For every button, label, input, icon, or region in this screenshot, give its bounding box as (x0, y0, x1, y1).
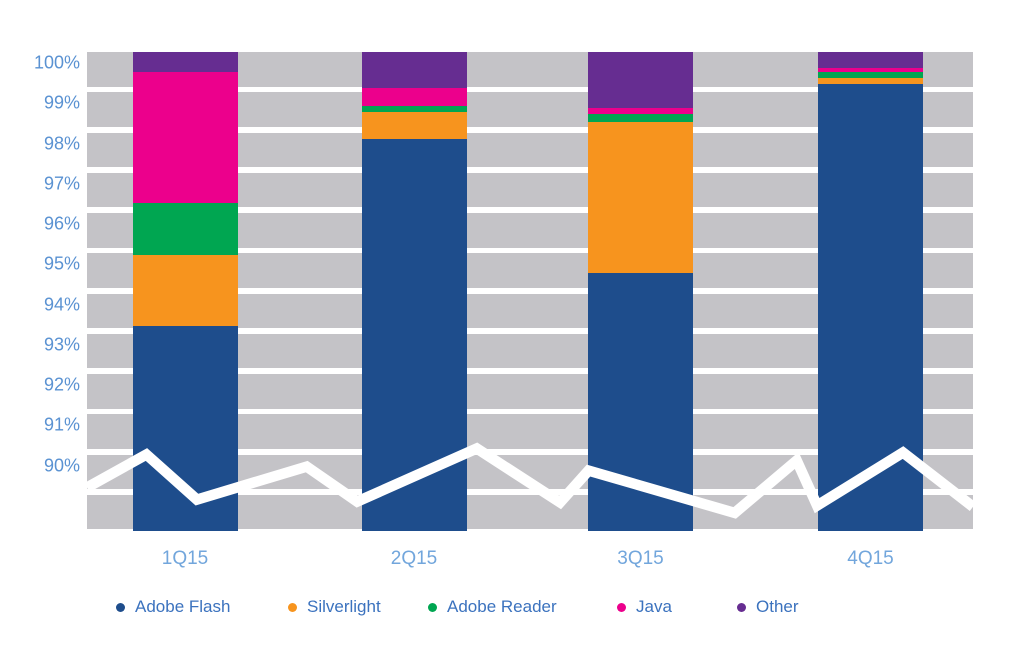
bar-segment-java (588, 108, 693, 115)
bar-segment-adobe-reader (132, 202, 238, 256)
x-tick-label-2q15: 2Q15 (390, 548, 438, 569)
bar-segment-java (132, 72, 238, 203)
legend-bullet-adobe-reader (428, 602, 437, 612)
y-tick-label: 98% (43, 133, 80, 153)
x-tick-label-1q15: 1Q15 (161, 548, 209, 569)
legend-label: Java (636, 597, 672, 616)
legend-bullet-other (737, 602, 746, 612)
bar-segment-adobe-reader (361, 106, 467, 113)
legend: Adobe Flash Silverlight Adobe Reader Java Ot… (0, 594, 1024, 620)
y-tick-label: 97% (43, 173, 80, 194)
bar-segment-adobe-reader (818, 72, 923, 79)
bar-segment-other (361, 52, 467, 89)
legend-label: Silverlight (307, 597, 381, 616)
bar-segment-silverlight (818, 78, 923, 85)
legend-item-other: Other (737, 594, 799, 620)
legend-item-adobe-flash: Adobe Flash (116, 594, 230, 620)
x-axis: 1Q15 2Q15 3Q15 4Q15 (0, 548, 1024, 574)
y-tick-label: 99% (43, 92, 80, 113)
y-tick-label: 91% (43, 414, 80, 435)
y-tick-label: 94% (43, 294, 80, 314)
bar-1q15 (132, 52, 238, 531)
legend-item-java: Java (617, 594, 672, 620)
legend-label: Adobe Reader (447, 597, 557, 616)
legend-bullet-silverlight (288, 602, 297, 612)
legend-label: Other (756, 597, 799, 616)
legend-item-adobe-reader: Adobe Reader (428, 594, 557, 620)
bar-segment-java (818, 68, 923, 73)
bar-segment-adobe-flash (361, 138, 467, 531)
bar-segment-other (588, 52, 693, 109)
bar-segment-silverlight (132, 255, 238, 326)
bar-segment-adobe-flash (588, 273, 693, 531)
bar-4q15 (818, 52, 923, 531)
legend-bullet-adobe-flash (116, 602, 125, 612)
legend-item-silverlight: Silverlight (288, 594, 381, 620)
y-axis: 100% 99% 98% 97% 96% 95% 94% 93% 92% 91% 90% (0, 52, 80, 531)
bar-segment-adobe-flash (132, 325, 238, 531)
y-tick-label: 92% (43, 374, 80, 395)
plot-area (87, 52, 973, 531)
y-tick-label: 96% (43, 213, 80, 234)
y-tick-label: 93% (43, 334, 80, 355)
x-tick-label-4q15: 4Q15 (847, 548, 894, 569)
legend-bullet-java (617, 602, 626, 612)
bar-segment-other (132, 52, 238, 73)
y-tick-label: 90% (43, 455, 80, 475)
legend-label: Adobe Flash (135, 597, 231, 616)
y-tick-label: 100% (33, 52, 80, 73)
bar-segment-other (818, 52, 923, 69)
x-tick-label-3q15: 3Q15 (617, 548, 664, 569)
bar-2q15 (361, 52, 467, 531)
bar-segment-silverlight (361, 112, 467, 139)
bar-segment-adobe-reader (588, 114, 693, 123)
bar-segment-silverlight (588, 122, 693, 274)
bar-segment-java (361, 88, 467, 107)
y-tick-label: 95% (43, 253, 80, 274)
bar-3q15 (588, 52, 693, 531)
bar-segment-adobe-flash (818, 84, 923, 531)
